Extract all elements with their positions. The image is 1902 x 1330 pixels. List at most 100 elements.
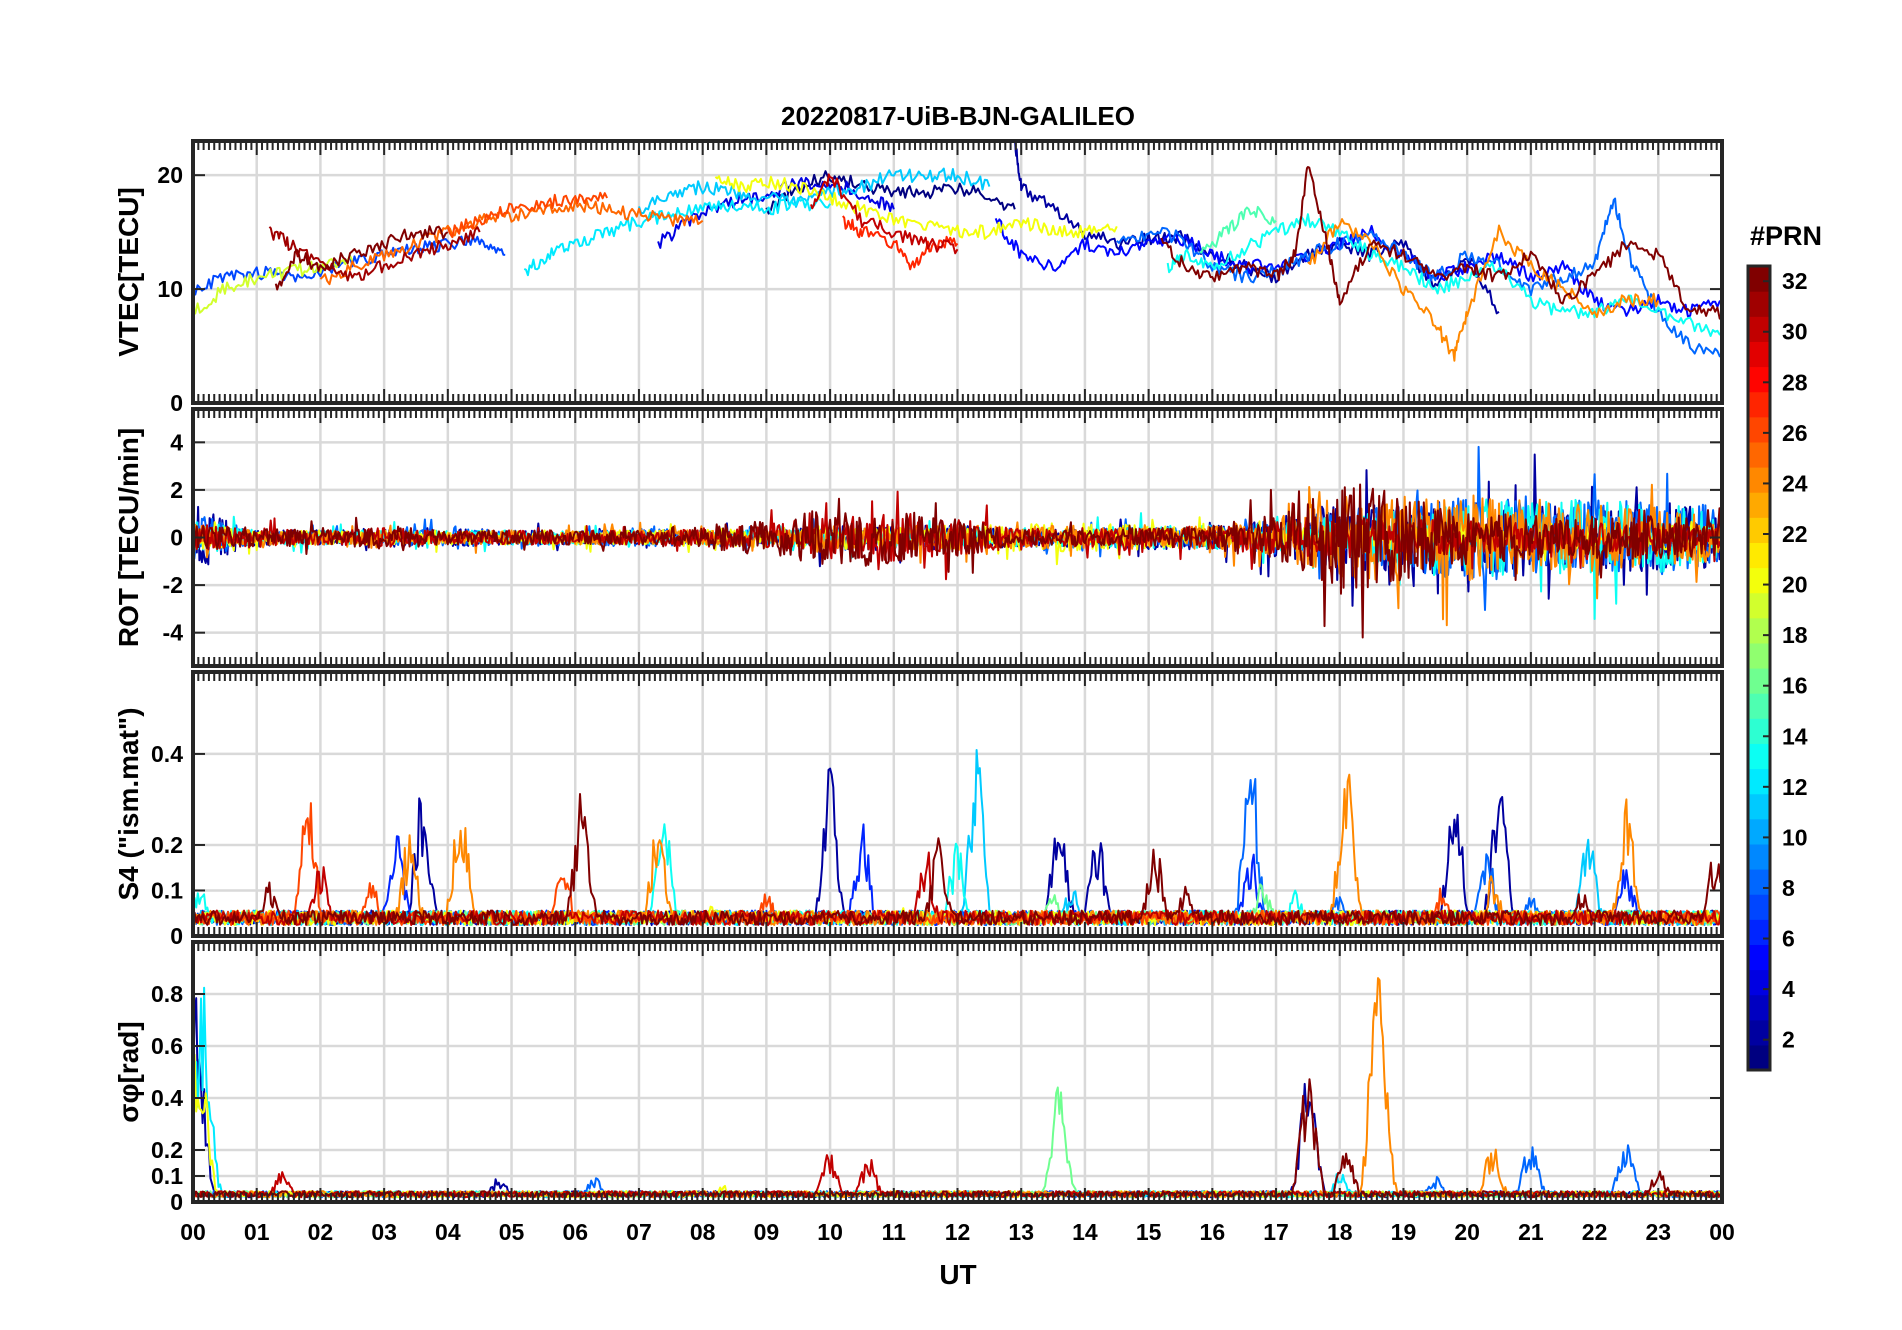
sigma-y-tick-label: 0.1 (151, 1163, 183, 1189)
x-tick-label: 23 (1645, 1219, 1671, 1245)
vtec-y-tick-label: 0 (170, 390, 183, 416)
colorbar-band (1748, 944, 1770, 971)
s4-y-tick-label: 0.1 (151, 877, 183, 903)
colorbar-tick-label: 6 (1782, 926, 1795, 952)
s4-grid (191, 672, 1724, 938)
x-tick-label: 08 (690, 1219, 716, 1245)
panel-vtec: 0 10 20 VTEC[TECU] (113, 139, 1724, 416)
colorbar-tick-label: 26 (1782, 420, 1808, 446)
s4-y-tick-label: 0 (170, 923, 183, 949)
colorbar-band (1748, 391, 1770, 418)
x-tick-label: 15 (1136, 1219, 1162, 1245)
vtec-series-prn-32 (274, 225, 449, 291)
x-tick-label: 11 (882, 1219, 907, 1245)
colorbar-tick-label: 16 (1782, 673, 1808, 699)
colorbar-tick-label: 28 (1782, 369, 1808, 395)
sigma-y-tick-label: 0 (170, 1189, 183, 1215)
vtec-y-axis-label: VTEC[TECU] (113, 187, 144, 357)
vtec-series-prn-27 (842, 215, 959, 271)
x-axis-label: UT (939, 1259, 976, 1290)
rot-y-tick-label: -4 (163, 620, 184, 646)
colorbar-band (1748, 843, 1770, 870)
colorbar-band (1748, 1019, 1770, 1046)
vtec-series-prn-19 (193, 254, 354, 315)
rot-y-tick-label: -2 (163, 572, 183, 598)
colorbar-band (1748, 642, 1770, 669)
rot-series-prn-32 (193, 483, 1722, 639)
colorbar-band (1748, 869, 1770, 895)
vtec-series-prn-25 (319, 198, 704, 286)
x-tick-label: 13 (1008, 1219, 1034, 1245)
vtec-series-prn-11 (638, 167, 991, 215)
s4-y-axis-label: S4 ("ism.mat") (113, 707, 144, 900)
colorbar-title: #PRN (1750, 221, 1822, 251)
colorbar-tick-label: 18 (1782, 622, 1808, 648)
colorbar-tick-label: 20 (1782, 572, 1808, 598)
colorbar-band (1748, 441, 1770, 468)
colorbar-band (1748, 894, 1770, 920)
colorbar-tick-label: 10 (1782, 824, 1808, 850)
colorbar-band (1748, 266, 1770, 292)
colorbar-tick-label: 12 (1782, 774, 1808, 800)
colorbar-tick-label: 2 (1782, 1027, 1795, 1053)
x-tick-label: 00 (1709, 1219, 1735, 1245)
x-tick-label: 09 (754, 1219, 780, 1245)
vtec-series-prn-30 (810, 173, 959, 255)
vtec-y-tick-label: 10 (157, 276, 183, 302)
x-tick-label: 00 (180, 1219, 206, 1245)
colorbar-band (1748, 1044, 1770, 1071)
x-tick-label: 20 (1454, 1219, 1480, 1245)
sigma-y-tick-label: 0.2 (151, 1137, 183, 1163)
colorbar-band (1748, 768, 1770, 795)
colorbar-tick-label: 32 (1782, 268, 1808, 294)
x-tick-label: 07 (626, 1219, 652, 1245)
x-tick-label: 21 (1518, 1219, 1544, 1245)
colorbar-band (1748, 542, 1770, 569)
s4-y-tick-label: 0.2 (151, 832, 183, 858)
rot-y-tick-label: 4 (170, 429, 183, 455)
s4-y-tick-label: 0.4 (151, 741, 183, 767)
colorbar-band (1748, 969, 1770, 996)
vtec-grid (191, 141, 1724, 405)
colorbar-tick-label: 24 (1782, 470, 1808, 496)
colorbar-band (1748, 818, 1770, 845)
vtec-series-prn-20 (714, 175, 1118, 240)
chart-title: 20220817-UiB-BJN-GALILEO (781, 101, 1135, 131)
vtec-series (193, 141, 1722, 362)
colorbar-band (1748, 693, 1770, 719)
sigma-y-axis-label: σφ[rad] (113, 1021, 144, 1122)
x-tick-label: 16 (1200, 1219, 1226, 1245)
panel-rot: -4 -2 0 2 4 ROT [TECU/min] (113, 407, 1724, 668)
colorbar-band (1748, 592, 1770, 619)
vtec-y-tick-label: 20 (157, 162, 183, 188)
x-tick-label: 14 (1072, 1219, 1098, 1245)
x-tick-label: 04 (435, 1219, 461, 1245)
vtec-series-prn-31 (268, 226, 481, 282)
colorbar-tick-label: 14 (1782, 723, 1808, 749)
colorbar-band (1748, 743, 1770, 770)
colorbar-band (1748, 994, 1770, 1021)
colorbar-band (1748, 617, 1770, 644)
colorbar-band (1748, 416, 1770, 443)
vtec-series-prn-26 (446, 191, 609, 239)
colorbar-band (1748, 718, 1770, 744)
rot-y-tick-label: 2 (170, 477, 183, 503)
panel-s4: 0 0.1 0.2 0.4 S4 ("ism.mat") (113, 670, 1724, 949)
x-tick-label: 05 (499, 1219, 525, 1245)
x-tick-label: 03 (371, 1219, 397, 1245)
colorbar-band (1748, 316, 1770, 342)
colorbar-band (1748, 668, 1770, 694)
rot-series (193, 445, 1722, 639)
rot-y-axis-label: ROT [TECU/min] (113, 428, 144, 647)
x-tick-label: 01 (244, 1219, 270, 1245)
x-tick-label: 17 (1263, 1219, 1289, 1245)
vtec-series-prn-12 (523, 197, 831, 277)
x-tick-label: 19 (1391, 1219, 1417, 1245)
colorbar-band (1748, 467, 1770, 493)
colorbar-band (1748, 919, 1770, 945)
x-axis: 00 01 02 03 04 05 06 07 08 09 10 11 12 13 14 15 16 17 18 19… (180, 1219, 1735, 1245)
colorbar-tick-label: 4 (1782, 976, 1795, 1002)
panel-sigma: 00.10.2 0.4 0.6 0.8 σφ[rad] (113, 940, 1724, 1215)
